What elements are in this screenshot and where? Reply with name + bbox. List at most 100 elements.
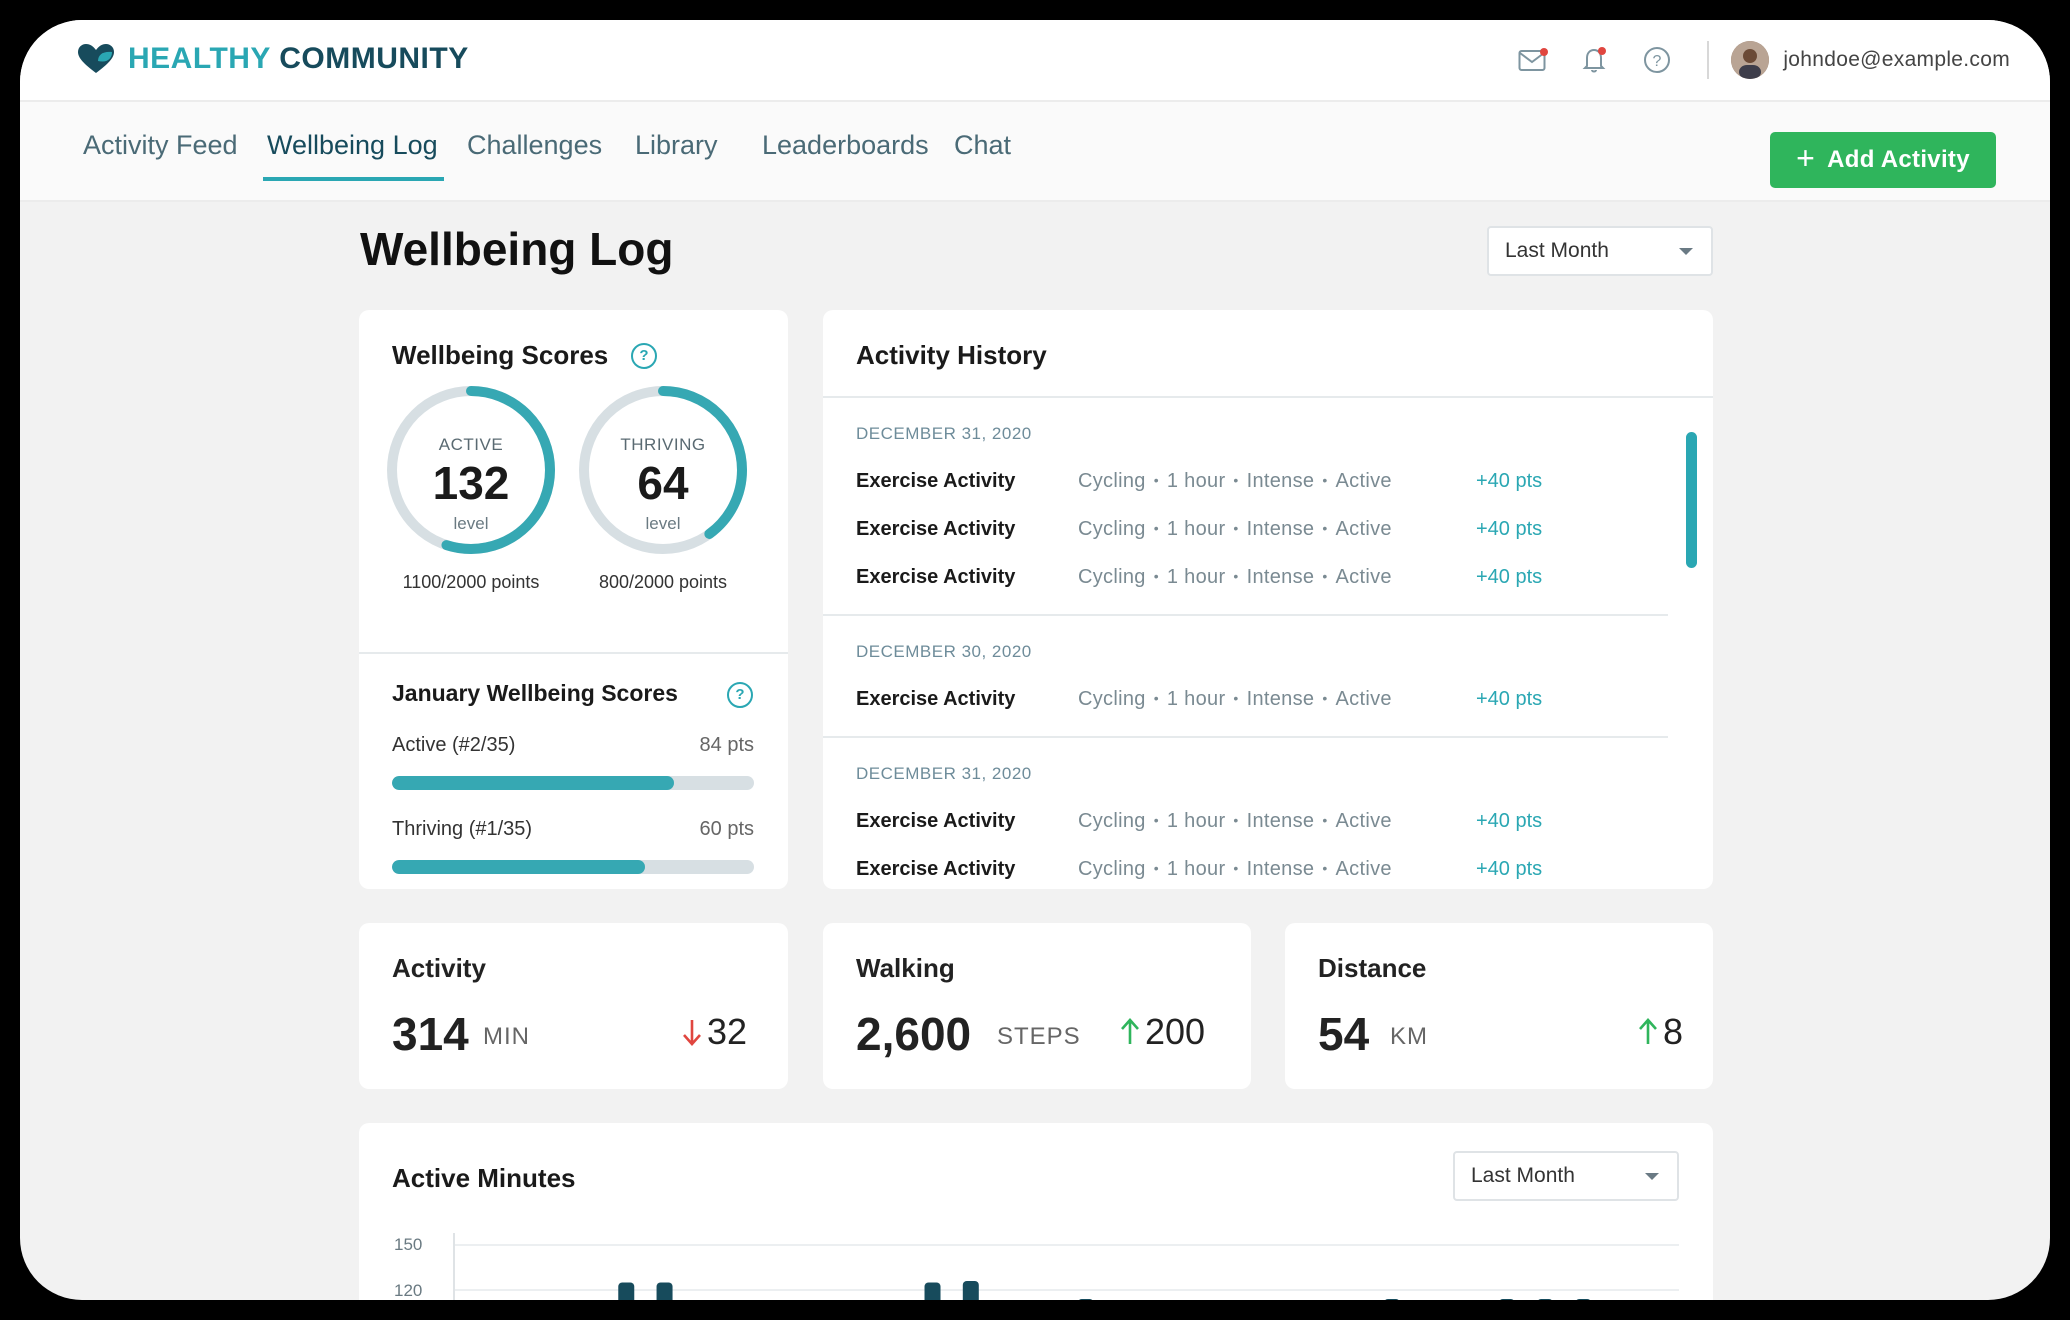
activity-duration: 1 hour	[1166, 688, 1226, 710]
stat-unit: KM	[1390, 1023, 1428, 1050]
tab-leaderboards[interactable]: Leaderboards	[762, 130, 929, 160]
bar-label-thriving: Thriving (#1/35)	[392, 818, 533, 840]
active-minutes-chart	[453, 1233, 1679, 1301]
chevron-down-icon	[1645, 1173, 1659, 1180]
period-select[interactable]: Last Month	[1487, 226, 1713, 276]
separator-dot: •	[1233, 812, 1239, 828]
separator-dot: •	[1153, 472, 1159, 488]
separator-dot: •	[1233, 568, 1239, 584]
activity-points: +40 pts	[1476, 688, 1543, 710]
brand-word-community: COMMUNITY	[279, 42, 469, 75]
tab-library[interactable]: Library	[635, 130, 718, 160]
card-divider	[359, 652, 788, 654]
chart-bar[interactable]	[618, 1282, 635, 1301]
bell-icon[interactable]	[1573, 38, 1617, 82]
history-row[interactable]: Exercise Activity Cycling • 1 hour • Intense…	[856, 810, 1616, 850]
help-icon[interactable]: ?	[1635, 38, 1679, 82]
monthly-scores-title: January Wellbeing Scores	[392, 680, 678, 706]
mail-icon[interactable]	[1511, 38, 1555, 82]
activity-points: +40 pts	[1476, 858, 1543, 880]
chart-bar[interactable]	[1384, 1299, 1400, 1300]
chart-bar[interactable]	[1575, 1299, 1591, 1300]
wellbeing-scores-title: Wellbeing Scores	[392, 340, 609, 370]
progress-track-thriving	[392, 860, 754, 874]
progress-fill-active	[392, 776, 675, 790]
stat-delta: 200	[1119, 1011, 1205, 1053]
activity-duration: 1 hour	[1166, 470, 1226, 492]
history-row[interactable]: Exercise Activity Cycling • 1 hour • Intense…	[856, 566, 1616, 606]
chart-period-select[interactable]: Last Month	[1453, 1151, 1679, 1201]
page-title: Wellbeing Log	[360, 223, 674, 275]
ring-value-active: 132	[432, 457, 510, 509]
tab-challenges[interactable]: Challenges	[467, 130, 603, 160]
heart-leaf-icon	[78, 44, 114, 73]
avatar[interactable]	[1731, 41, 1770, 79]
activity-points: +40 pts	[1476, 810, 1543, 832]
activity-details: Cycling • 1 hour • Intense • Active	[1078, 810, 1392, 833]
separator-dot: •	[1233, 690, 1239, 706]
active-minutes-title: Active Minutes	[392, 1163, 576, 1193]
app-screen: HEALTHY COMMUNITY ? johndoe@example.com …	[20, 20, 2050, 1300]
stat-unit: MIN	[483, 1023, 530, 1050]
separator-dot: •	[1322, 860, 1328, 876]
y-tick-label: 120	[394, 1281, 423, 1300]
arrow-down-icon	[683, 1020, 701, 1046]
separator-dot: •	[1153, 860, 1159, 876]
user-email[interactable]: johndoe@example.com	[1783, 48, 2010, 71]
activity-type: Cycling	[1078, 566, 1146, 588]
activity-name: Exercise Activity	[856, 566, 1016, 588]
activity-name: Exercise Activity	[856, 688, 1016, 710]
tab-chat[interactable]: Chat	[954, 130, 1012, 160]
history-row[interactable]: Exercise Activity Cycling • 1 hour • Intense…	[856, 518, 1616, 558]
add-activity-button[interactable]: + Add Activity	[1770, 132, 1996, 188]
group-divider	[823, 736, 1668, 738]
separator-dot: •	[1153, 812, 1159, 828]
separator-dot: •	[1153, 520, 1159, 536]
history-row[interactable]: Exercise Activity Cycling • 1 hour • Intense…	[856, 470, 1616, 510]
separator-dot: •	[1322, 812, 1328, 828]
history-scrollbar[interactable]	[1686, 432, 1697, 568]
progress-fill-thriving	[392, 860, 646, 874]
chart-bar[interactable]	[962, 1281, 979, 1300]
tab-activity-feed[interactable]: Activity Feed	[83, 130, 238, 160]
help-icon[interactable]: ?	[631, 343, 657, 369]
score-rings	[387, 386, 747, 554]
top-actions: ? johndoe@example.com	[1493, 38, 2010, 82]
activity-details: Cycling • 1 hour • Intense • Active	[1078, 688, 1392, 711]
ring-label-active: ACTIVE	[438, 435, 504, 454]
ring-unit-thriving: level	[645, 514, 681, 533]
history-date: DECEMBER 30, 2020	[856, 642, 1032, 661]
add-activity-label: Add Activity	[1827, 146, 1970, 173]
separator-dot: •	[1233, 860, 1239, 876]
activity-category: Active	[1335, 518, 1392, 540]
history-row[interactable]: Exercise Activity Cycling • 1 hour • Intense…	[856, 858, 1616, 889]
activity-intensity: Intense	[1246, 810, 1315, 832]
activity-type: Cycling	[1078, 858, 1146, 880]
activity-duration: 1 hour	[1166, 858, 1226, 880]
separator-dot: •	[1233, 472, 1239, 488]
activity-details: Cycling • 1 hour • Intense • Active	[1078, 566, 1392, 589]
history-row[interactable]: Exercise Activity Cycling • 1 hour • Intense…	[856, 688, 1616, 728]
brand-logo[interactable]: HEALTHY COMMUNITY	[76, 42, 469, 76]
brand-word-healthy: HEALTHY	[128, 42, 271, 75]
activity-name: Exercise Activity	[856, 518, 1016, 540]
tab-wellbeing-log[interactable]: Wellbeing Log	[263, 130, 444, 181]
chart-bar[interactable]	[1078, 1299, 1094, 1300]
activity-points: +40 pts	[1476, 518, 1543, 540]
stat-delta: 8	[1637, 1011, 1683, 1053]
stat-delta-value: 32	[707, 1011, 748, 1052]
help-icon[interactable]: ?	[727, 682, 753, 708]
wellbeing-scores-card: Wellbeing Scores ? ACTIVE 132 level 1100…	[359, 310, 788, 889]
stat-title: Distance	[1318, 953, 1427, 983]
stat-delta: 32	[681, 1011, 747, 1053]
separator-dot: •	[1153, 690, 1159, 706]
chart-bar[interactable]	[1499, 1299, 1515, 1300]
chart-bar[interactable]	[1537, 1299, 1553, 1300]
chart-bar[interactable]	[656, 1282, 673, 1301]
ring-points-thriving: 800/2000 points	[598, 572, 728, 592]
plus-icon: +	[1796, 139, 1816, 176]
main-nav: Activity Feed Wellbeing Log Challenges L…	[20, 102, 2050, 202]
chart-bar[interactable]	[924, 1282, 941, 1301]
stat-unit: STEPS	[997, 1023, 1081, 1050]
